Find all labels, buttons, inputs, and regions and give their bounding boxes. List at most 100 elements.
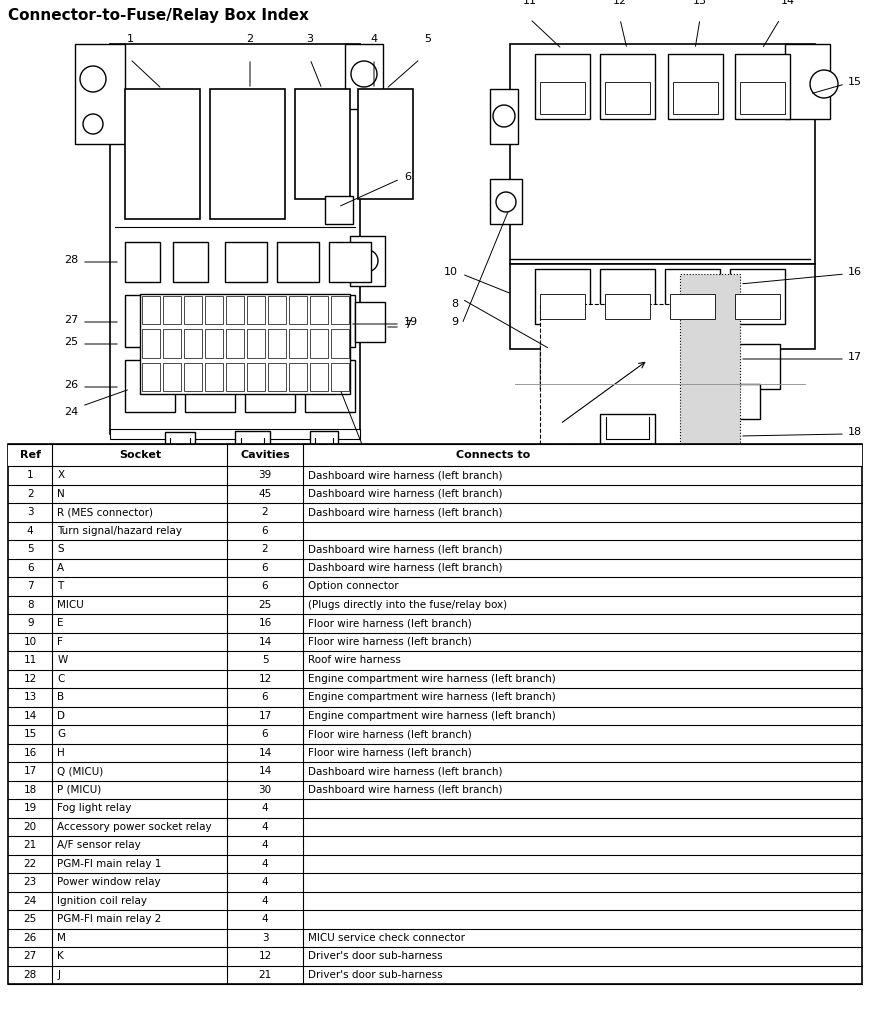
Text: 10: 10 — [444, 267, 458, 278]
Text: 14: 14 — [258, 766, 272, 776]
Text: 5: 5 — [262, 655, 268, 666]
Text: 19: 19 — [404, 317, 418, 327]
Circle shape — [83, 114, 103, 134]
Text: 4: 4 — [370, 34, 377, 44]
Text: 22: 22 — [24, 859, 37, 868]
Bar — [288, 330, 306, 357]
Bar — [162, 330, 181, 357]
Bar — [225, 242, 267, 282]
Bar — [535, 54, 590, 119]
Text: Ref: Ref — [20, 450, 41, 460]
Text: Dashboard wire harness (left branch): Dashboard wire harness (left branch) — [307, 544, 502, 554]
Bar — [540, 344, 780, 389]
Text: Driver's door sub-harness: Driver's door sub-harness — [307, 970, 443, 980]
Text: F: F — [58, 637, 63, 647]
Text: 12: 12 — [24, 674, 37, 684]
Bar — [210, 89, 285, 219]
Text: N: N — [58, 488, 65, 499]
Text: Turn signal/hazard relay: Turn signal/hazard relay — [58, 525, 182, 536]
Text: 11: 11 — [24, 655, 37, 666]
Text: Driver's door sub-harness: Driver's door sub-harness — [307, 951, 443, 962]
Text: Dashboard wire harness (left branch): Dashboard wire harness (left branch) — [307, 488, 502, 499]
Text: Dashboard wire harness (left branch): Dashboard wire harness (left branch) — [307, 507, 502, 517]
Text: C: C — [58, 674, 65, 684]
Bar — [183, 296, 202, 325]
Text: 3: 3 — [262, 933, 268, 943]
Bar — [668, 54, 723, 119]
Bar — [785, 44, 830, 119]
Circle shape — [351, 61, 377, 87]
Text: 25: 25 — [24, 914, 37, 925]
Text: 2: 2 — [27, 488, 33, 499]
Text: 15: 15 — [24, 729, 37, 739]
Text: 6: 6 — [262, 582, 268, 591]
Text: 39: 39 — [258, 470, 272, 480]
Text: 12: 12 — [613, 0, 627, 6]
Bar — [350, 236, 385, 286]
Text: 1: 1 — [27, 470, 33, 480]
Text: 16: 16 — [24, 748, 37, 758]
Bar — [183, 362, 202, 391]
Text: Floor wire harness (left branch): Floor wire harness (left branch) — [307, 748, 471, 758]
Text: 9: 9 — [450, 317, 458, 327]
Bar — [305, 360, 355, 412]
Bar — [605, 82, 650, 114]
Text: 13: 13 — [24, 692, 37, 702]
Text: 8: 8 — [27, 600, 33, 609]
Text: 2: 2 — [262, 507, 268, 517]
Bar — [345, 44, 383, 109]
Text: 3: 3 — [306, 34, 313, 44]
Text: 21: 21 — [24, 841, 37, 850]
Bar — [735, 54, 790, 119]
Text: Q (MICU): Q (MICU) — [58, 766, 104, 776]
Text: 10: 10 — [24, 637, 37, 647]
Bar — [165, 432, 195, 464]
Text: Dashboard wire harness (left branch): Dashboard wire harness (left branch) — [307, 470, 502, 480]
Text: 5: 5 — [27, 544, 33, 554]
Bar — [267, 330, 285, 357]
Bar — [310, 330, 327, 357]
Bar — [141, 296, 160, 325]
Text: 7: 7 — [404, 319, 411, 330]
Text: 5: 5 — [424, 34, 431, 44]
Text: 28: 28 — [64, 255, 78, 265]
Text: Accessory power socket relay: Accessory power socket relay — [58, 821, 212, 831]
Text: 7: 7 — [27, 582, 33, 591]
Bar — [125, 242, 160, 282]
Text: M: M — [58, 933, 66, 943]
Text: MICU service check connector: MICU service check connector — [307, 933, 464, 943]
Bar — [673, 82, 718, 114]
Text: MICU: MICU — [58, 600, 84, 609]
Text: Floor wire harness (left branch): Floor wire harness (left branch) — [307, 637, 471, 647]
Text: Power window relay: Power window relay — [58, 878, 161, 887]
Text: 4: 4 — [262, 821, 268, 831]
Bar — [125, 360, 175, 412]
Bar — [735, 294, 780, 319]
Circle shape — [80, 66, 106, 92]
Text: E: E — [58, 618, 64, 629]
Bar — [141, 362, 160, 391]
Text: 6: 6 — [262, 692, 268, 702]
Text: 28: 28 — [24, 970, 37, 980]
Circle shape — [493, 105, 515, 127]
Text: Floor wire harness (left branch): Floor wire harness (left branch) — [307, 618, 471, 629]
Bar — [110, 429, 360, 439]
Text: 17: 17 — [258, 711, 272, 721]
Text: X: X — [58, 470, 65, 480]
Text: 17: 17 — [24, 766, 37, 776]
Text: Engine compartment wire harness (left branch): Engine compartment wire harness (left br… — [307, 692, 555, 702]
Text: 15: 15 — [848, 77, 862, 87]
Bar — [310, 296, 327, 325]
Bar — [605, 294, 650, 319]
Bar — [305, 295, 355, 347]
Bar — [185, 295, 235, 347]
Text: 21: 21 — [258, 970, 272, 980]
Text: 27: 27 — [24, 951, 37, 962]
Bar — [665, 269, 720, 324]
Text: 6: 6 — [404, 172, 411, 182]
Circle shape — [356, 250, 378, 271]
Text: P (MICU): P (MICU) — [58, 784, 101, 795]
Bar — [140, 294, 350, 394]
Text: 26: 26 — [24, 933, 37, 943]
Text: 16: 16 — [848, 267, 862, 278]
